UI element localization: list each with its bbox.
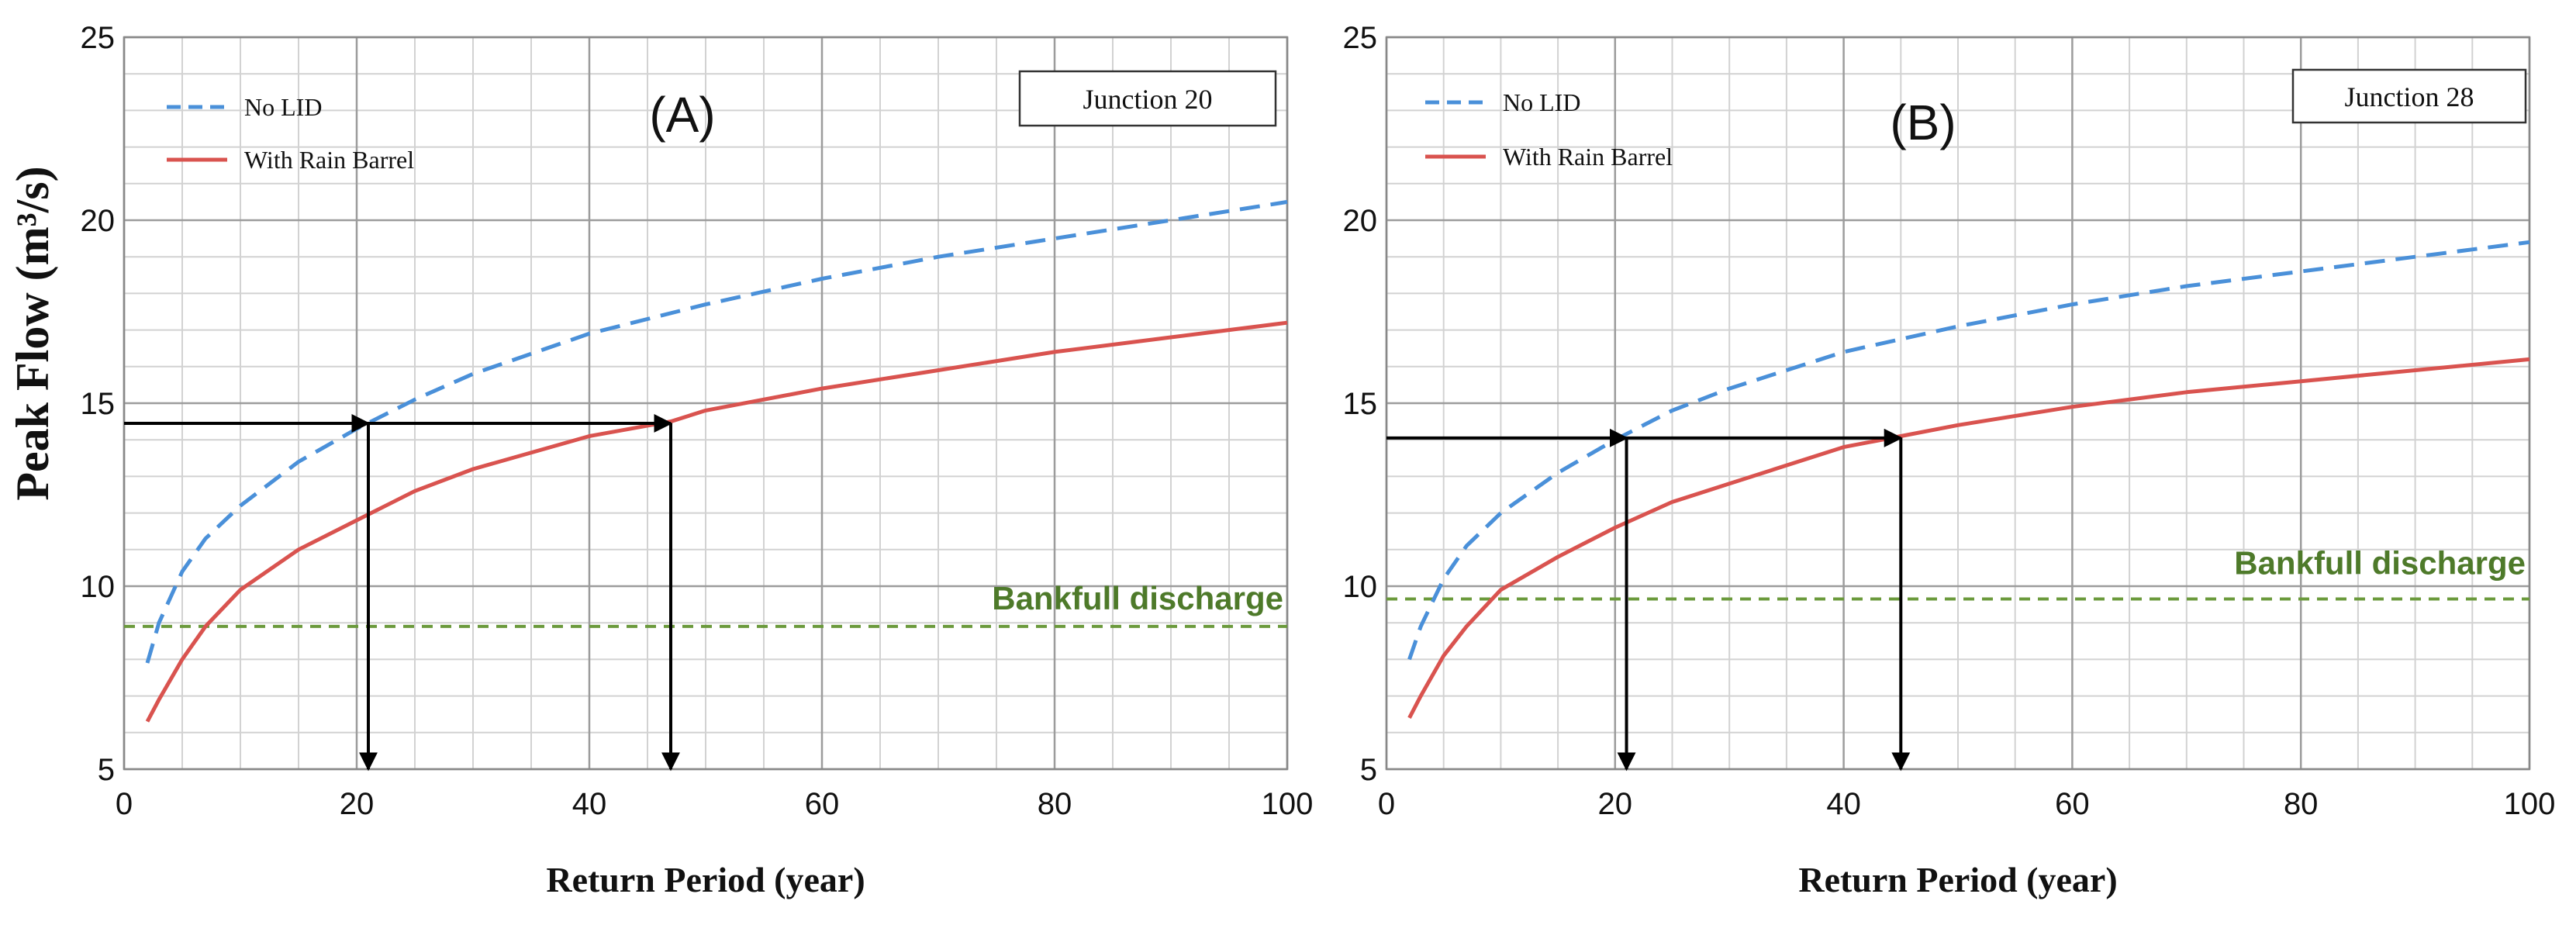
- panel-b: 0 20 40 60 80 100 5 10 15 20 25 Bankfull discharge N…: [1343, 21, 2556, 899]
- y-axis-title: Peak Flow (m³/s): [7, 166, 58, 500]
- y-tick-label: 10: [1343, 570, 1378, 604]
- bankfull-label: Bankfull discharge: [992, 580, 1283, 616]
- y-tick-label: 15: [81, 387, 116, 421]
- x-tick-label: 40: [572, 787, 607, 821]
- junction-box: [2291, 68, 2527, 124]
- bankfull-label: Bankfull discharge: [2234, 545, 2526, 582]
- panel-label: (A): [649, 87, 715, 143]
- y-tick-label: 5: [1360, 753, 1377, 787]
- y-tick-label: 25: [81, 21, 116, 55]
- x-tick-label: 20: [1598, 787, 1633, 821]
- series-rain-barrel-line: [1407, 357, 2530, 720]
- plot-border: [123, 36, 1289, 771]
- y-tick-label: 15: [1343, 387, 1378, 421]
- series-no-lid-line: [1407, 240, 2530, 661]
- y-tick-label: 10: [81, 570, 116, 604]
- y-tick-label: 25: [1343, 21, 1378, 55]
- panel-label: (B): [1890, 95, 1956, 150]
- panel-a: 0 20 40 60 80 100 5 10 15 20 25 Bankfull discharge N…: [81, 21, 1314, 899]
- x-axis-title: Return Period (year): [546, 860, 865, 899]
- y-tick-label: 20: [81, 204, 116, 238]
- legend-label: No LID: [244, 93, 322, 121]
- x-tick-label: 60: [2055, 787, 2090, 821]
- x-tick-label: 100: [2504, 787, 2556, 821]
- x-tick-label: 0: [1378, 787, 1395, 821]
- series-rain-barrel-line: [145, 320, 1288, 723]
- x-tick-label: 80: [2284, 787, 2319, 821]
- series-no-lid-line: [145, 199, 1288, 664]
- legend-label: No LID: [1503, 88, 1580, 116]
- y-tick-label: 5: [98, 753, 115, 787]
- legend-label: With Rain Barrel: [244, 146, 414, 174]
- x-tick-label: 20: [340, 787, 375, 821]
- y-tick-label: 20: [1343, 204, 1378, 238]
- legend-label: With Rain Barrel: [1503, 143, 1673, 171]
- x-tick-label: 60: [805, 787, 840, 821]
- junction-box: [1018, 70, 1277, 127]
- plot-border: [1385, 36, 2531, 771]
- x-tick-label: 0: [116, 787, 133, 821]
- x-tick-label: 100: [1262, 787, 1314, 821]
- x-tick-label: 40: [1826, 787, 1861, 821]
- junction-label: Junction 20: [1083, 84, 1213, 115]
- x-axis-title: Return Period (year): [1798, 860, 2117, 899]
- x-tick-label: 80: [1038, 787, 1072, 821]
- junction-label: Junction 28: [2345, 81, 2474, 112]
